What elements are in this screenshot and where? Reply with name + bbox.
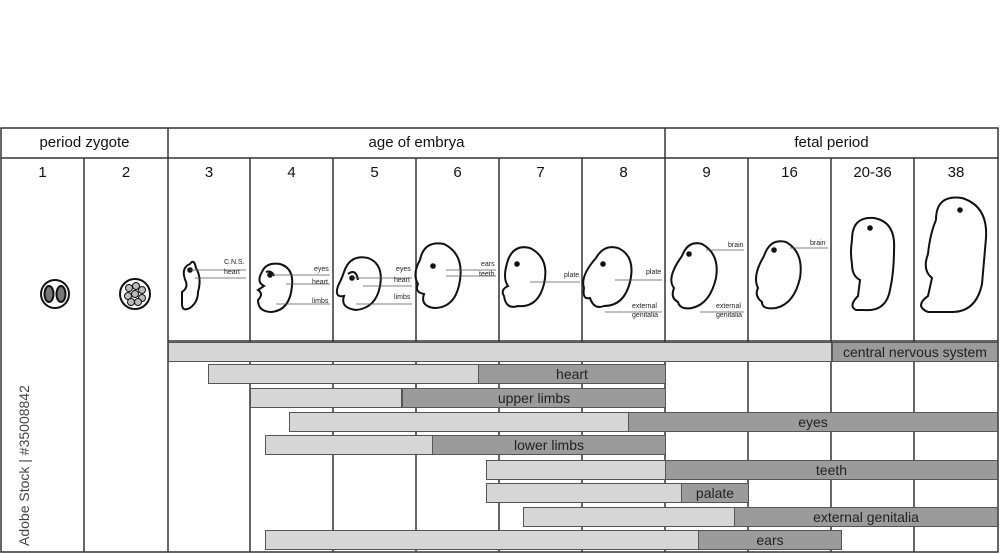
label-heart: heart: [394, 277, 410, 284]
bar-external-genitalia-sensitive: [523, 507, 735, 527]
week-label: 5: [370, 164, 379, 181]
bar-upper-limbs-label: upper limbs: [402, 388, 666, 408]
embryo-week6: [414, 242, 462, 310]
bar-palate-label: palate: [681, 483, 749, 503]
week-label: 3: [204, 164, 214, 181]
label-limbs: limbs: [394, 294, 411, 301]
bar-heart-label: heart: [478, 364, 666, 384]
embryo-week4: [256, 262, 294, 314]
week-label: 8: [619, 164, 628, 181]
zygote-icon: [40, 279, 70, 309]
label-cns: C.N.S.: [224, 259, 245, 266]
bar-lower-limbs-label: lower limbs: [432, 435, 666, 455]
week-label: 16: [781, 164, 798, 181]
label-plate: plate: [646, 269, 662, 276]
bar-lower-limbs-sensitive: [265, 435, 433, 455]
label-genitalia: genitalia: [716, 312, 743, 319]
label-limbs: limbs: [312, 298, 329, 305]
label-heart: heart: [312, 279, 328, 286]
bar-palate-sensitive: [486, 483, 682, 503]
label-external: external: [632, 303, 657, 310]
bar-teeth-sensitive: [486, 460, 666, 480]
fetus-week38: [920, 196, 988, 313]
label-external: external: [716, 303, 741, 310]
embryo-period-header: age of embrya: [368, 134, 465, 151]
bar-cns-label: central nervous system: [832, 342, 998, 362]
bar-ears-label: ears: [698, 530, 842, 550]
label-brain: brain: [810, 240, 826, 247]
label-eyes: eyes: [314, 266, 329, 273]
label-brain: brain: [728, 242, 744, 249]
week-label: 20-36: [853, 164, 892, 181]
embryo-week5: [335, 256, 382, 312]
fetus-week9: [670, 242, 718, 310]
morula-icon: [119, 278, 151, 310]
embryo-week8: [582, 246, 633, 308]
bar-external-genitalia-label: external genitalia: [734, 507, 998, 527]
stock-watermark: Adobe Stock | #35008842: [16, 385, 32, 546]
label-eyes: eyes: [396, 266, 411, 273]
embryo-week7: [501, 246, 547, 308]
embryo-illustrations: [40, 196, 988, 314]
fetus-week20-36: [850, 216, 896, 312]
fetus-week16: [755, 240, 802, 310]
label-genitalia: genitalia: [632, 312, 659, 319]
bar-eyes-sensitive: [289, 412, 629, 432]
label-heart: heart: [224, 269, 240, 276]
week-label: 9: [702, 164, 711, 181]
label-plate: plate: [564, 272, 580, 279]
week-label: 7: [536, 164, 545, 181]
bar-heart-sensitive: [208, 364, 480, 384]
bar-upper-limbs-sensitive: [250, 388, 402, 408]
week-label: 6: [453, 164, 462, 181]
week-label: 38: [947, 164, 965, 181]
bar-cns-sensitive: [168, 342, 832, 362]
label-ears: ears: [481, 261, 495, 268]
bar-eyes-label: eyes: [628, 412, 998, 432]
bar-ears-sensitive: [265, 530, 699, 550]
embryo-week3: [181, 260, 201, 311]
label-teeth: teeth: [479, 271, 495, 278]
bar-teeth-label: teeth: [665, 460, 998, 480]
week-label: 2: [121, 164, 131, 181]
week-label: 4: [287, 164, 296, 181]
week-label: 1: [38, 164, 47, 181]
period-zygote-header: period zygote: [39, 134, 130, 151]
fetal-period-header: fetal period: [794, 134, 869, 151]
